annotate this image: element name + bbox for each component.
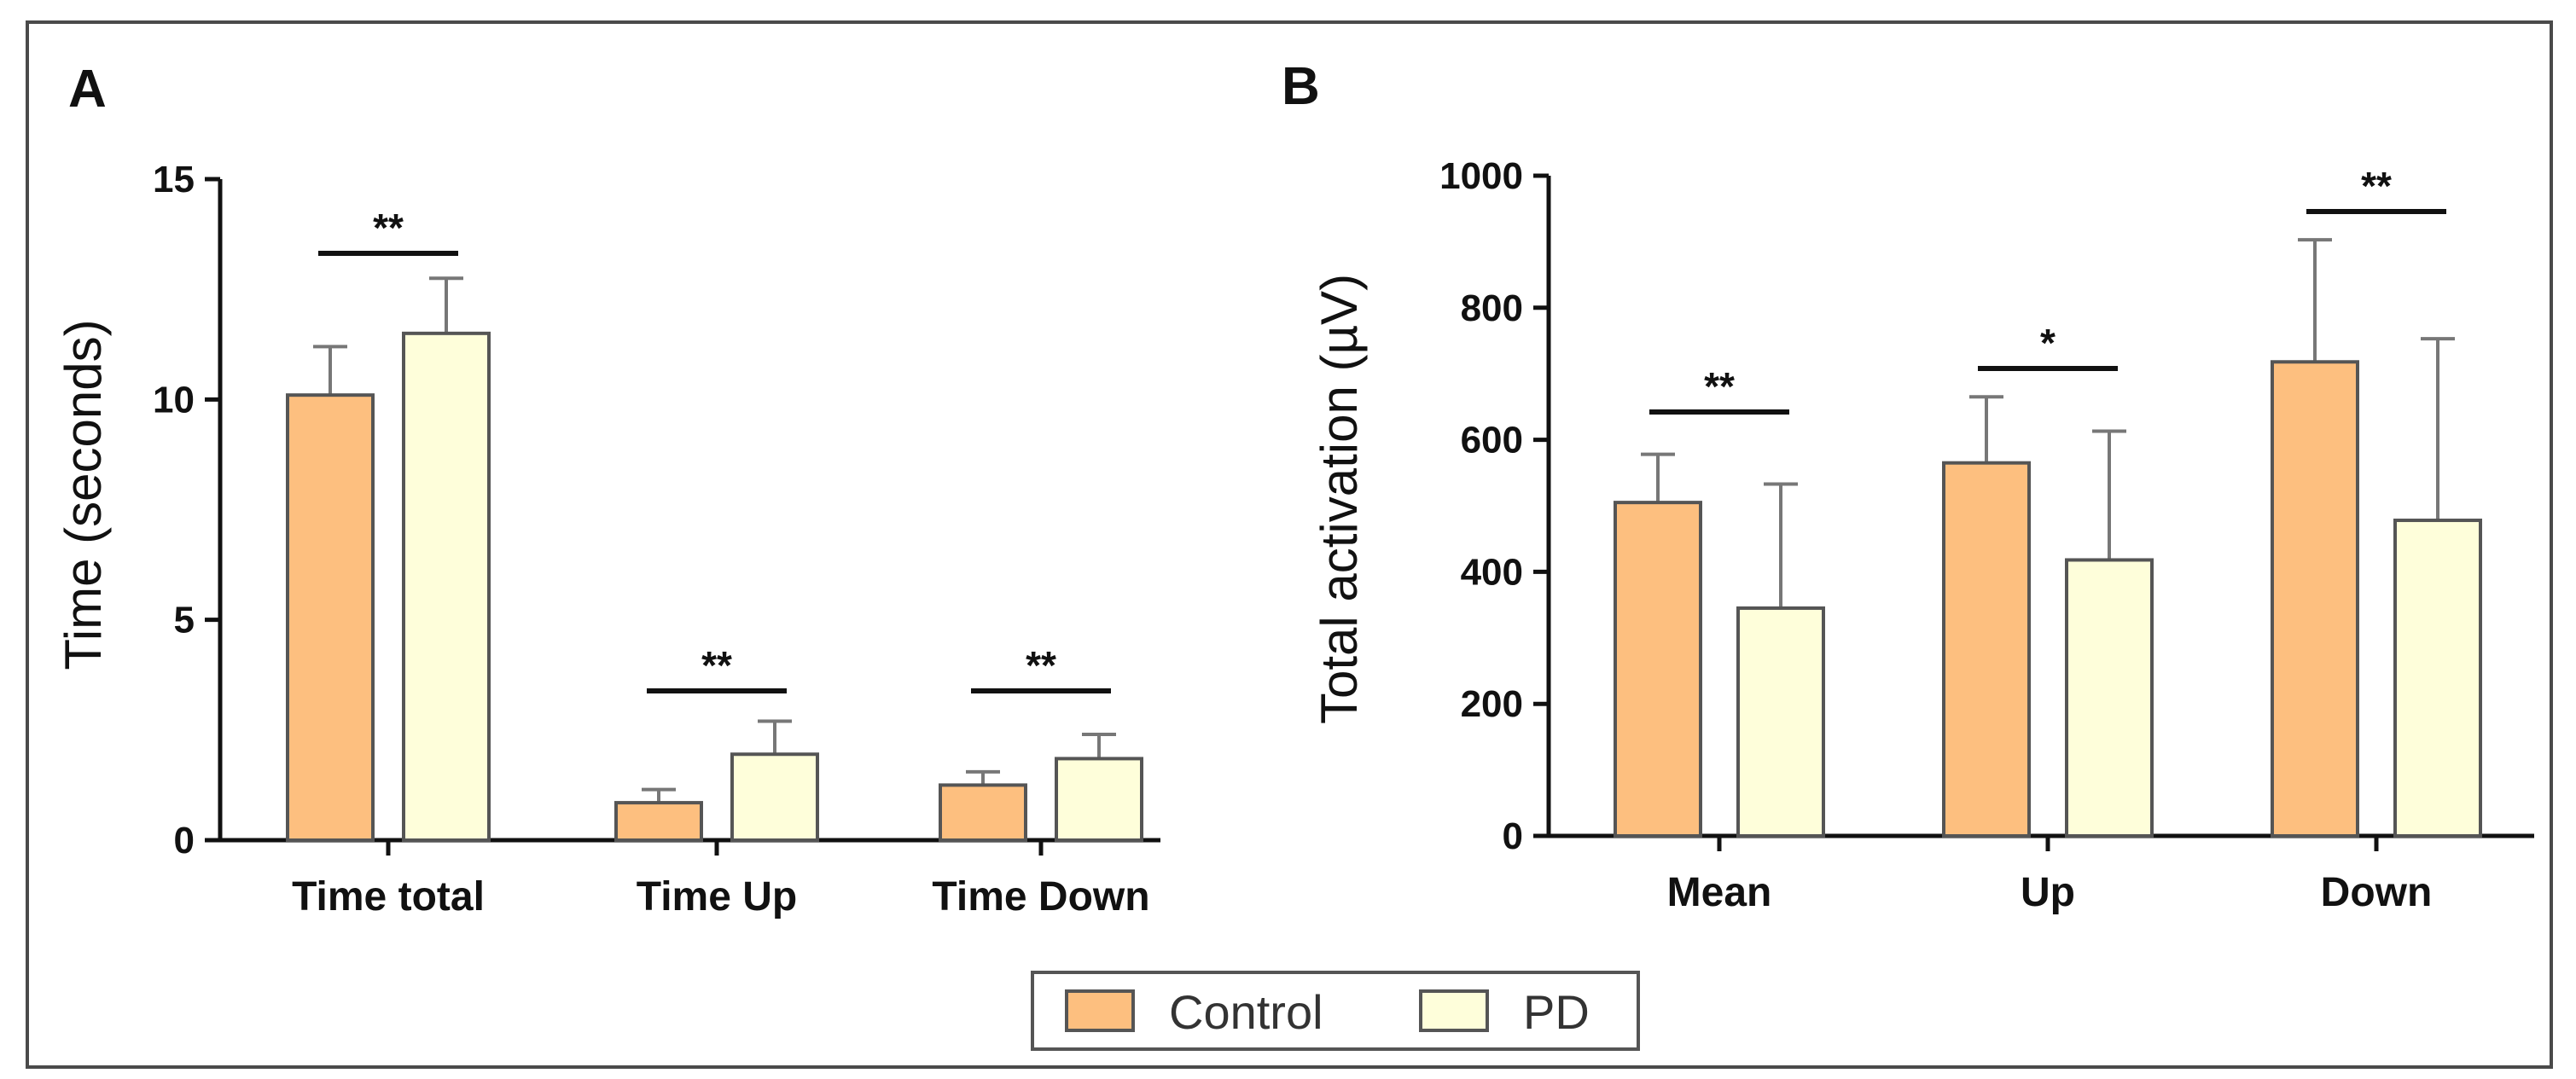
panel-b-significance-marker: * xyxy=(2040,321,2056,365)
panel-b-bar-pd xyxy=(1736,606,1825,838)
legend-swatch-pd xyxy=(1419,989,1489,1032)
figure-frame xyxy=(26,20,2553,1069)
panel-a-y-tick-label: 5 xyxy=(174,600,195,641)
legend-label-control: Control xyxy=(1169,985,1323,1039)
panel-a-y-axis-title: Time (seconds) xyxy=(55,319,112,670)
legend: Control PD xyxy=(1031,971,1640,1051)
panel-b-y-tick-label: 200 xyxy=(1461,683,1523,725)
panel-a-bar-control xyxy=(614,801,703,842)
panel-a-significance-marker: ** xyxy=(1026,643,1056,687)
panel-a-bar-pd xyxy=(1055,757,1143,843)
panel-a-category-label: Time Down xyxy=(932,874,1149,919)
panel-a-bar-control xyxy=(286,393,375,842)
panel-b-bar-control xyxy=(2271,360,2359,838)
panel-b-label: B xyxy=(1282,57,1320,116)
panel-a-y-tick-label: 15 xyxy=(153,159,195,200)
panel-b-bar-control xyxy=(1942,461,2031,838)
panel-b-y-tick-label: 600 xyxy=(1461,420,1523,461)
panel-b-y-tick-label: 400 xyxy=(1461,551,1523,593)
legend-swatch-control xyxy=(1065,989,1135,1032)
panel-a: A Time (seconds) 0 5 10 15 Time total ** Time … xyxy=(55,60,1160,919)
panel-a-category-label: Time total xyxy=(292,874,485,919)
panel-a-category-label: Time Up xyxy=(637,874,797,919)
panel-b-y-axis-title: Total activation (µV) xyxy=(1311,274,1368,724)
panel-b-y-tick-label: 800 xyxy=(1461,287,1523,329)
panel-a-y-tick-label: 0 xyxy=(174,820,195,861)
panel-b-significance-marker: ** xyxy=(1704,364,1735,409)
panel-b-category-label: Mean xyxy=(1667,870,1772,915)
panel-b-category-label: Down xyxy=(2321,870,2433,915)
panel-a-bar-pd xyxy=(402,331,491,843)
panel-b-significance-marker: ** xyxy=(2361,164,2392,208)
panel-b-bar-pd xyxy=(2393,519,2482,838)
panel-b-y-tick-label: 1000 xyxy=(1439,155,1523,197)
panel-a-significance-marker: ** xyxy=(373,206,404,250)
panel-b-y-tick-label: 0 xyxy=(1503,815,1523,857)
panel-a-label: A xyxy=(68,60,107,119)
panel-a-bar-control xyxy=(939,783,1027,843)
panel-b: B Total activation (µV) 0 200 400 600 800 100… xyxy=(1282,57,2534,915)
legend-label-pd: PD xyxy=(1523,985,1590,1039)
panel-a-y-tick-label: 10 xyxy=(153,379,195,421)
panel-a-bar-pd xyxy=(730,752,819,842)
panel-b-bar-control xyxy=(1614,501,1702,838)
panel-a-significance-marker: ** xyxy=(701,643,732,687)
panel-b-category-label: Up xyxy=(2021,870,2075,915)
panel-b-bar-pd xyxy=(2065,558,2154,838)
